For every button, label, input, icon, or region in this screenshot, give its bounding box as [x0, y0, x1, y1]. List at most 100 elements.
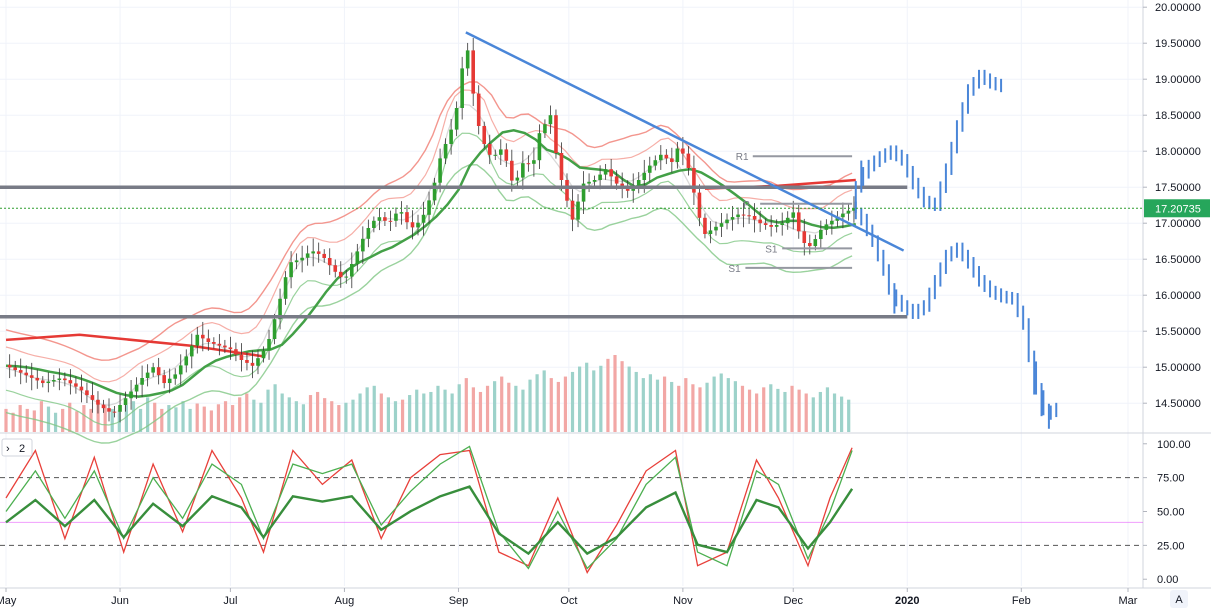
volume-bar	[733, 381, 737, 432]
volume-bar	[82, 405, 86, 432]
volume-bar	[301, 404, 306, 432]
volume-bar	[818, 391, 822, 432]
oscillator-legend-box[interactable]	[1, 438, 33, 457]
volume-bar	[315, 391, 320, 432]
candles	[7, 37, 856, 423]
candle-body	[278, 298, 282, 320]
candle-body	[35, 377, 40, 381]
volume-bar	[273, 384, 277, 432]
oscillator-tick-label: 25.00	[1157, 540, 1185, 552]
candle-body	[107, 408, 111, 412]
candle-body	[482, 126, 487, 144]
candle-body	[675, 148, 680, 162]
candle-body	[63, 378, 67, 381]
volume-bar	[705, 382, 709, 432]
candle-body	[620, 183, 624, 188]
candle-body	[145, 372, 150, 378]
volume-bar	[478, 391, 483, 432]
volume-bar	[68, 402, 72, 432]
candle-body	[344, 276, 349, 278]
candle-body	[327, 258, 332, 266]
volume-bar	[11, 412, 15, 432]
volume-bar	[847, 399, 851, 432]
candle-body	[686, 153, 691, 168]
volume-bar	[252, 399, 256, 432]
candle-body	[471, 50, 475, 94]
volume-bar	[606, 358, 610, 432]
trendline[interactable]	[465, 31, 905, 252]
chevron-right-icon[interactable]: ›	[6, 443, 10, 455]
volume-bar	[365, 387, 369, 432]
candle-body	[432, 182, 437, 201]
candle-body	[443, 144, 448, 159]
volume-bar	[563, 376, 568, 432]
candle-body	[112, 411, 117, 413]
candle-body	[664, 154, 669, 159]
candle-body	[824, 224, 829, 230]
candle-body	[846, 210, 851, 214]
candle-body	[460, 68, 464, 108]
volume-bar	[641, 378, 645, 432]
volume-bar	[337, 405, 341, 432]
volume-bar	[238, 397, 242, 432]
candle-body	[454, 108, 459, 130]
candle-body	[476, 93, 481, 126]
candle-body	[52, 380, 56, 382]
oscillator-tick-label: 75.00	[1157, 473, 1185, 485]
candle-body	[725, 219, 729, 224]
upper-band-inner	[5, 89, 853, 383]
candle-body	[769, 225, 773, 227]
volume-bar	[181, 401, 185, 432]
volume-bar	[790, 385, 794, 432]
candle-body	[272, 319, 277, 339]
candle-body	[394, 213, 398, 221]
candle-body	[752, 216, 757, 220]
oscillator-axis: 100.00 75.00 50.00 25.00 0.00	[1143, 439, 1191, 586]
candle-body	[642, 172, 647, 180]
moving-average-fast	[5, 103, 853, 406]
volume-bar	[124, 405, 128, 432]
moving-average-slow-early	[5, 333, 264, 358]
time-tick-label: Oct	[560, 595, 577, 607]
oscillator-tick-label: 50.00	[1157, 507, 1185, 519]
candle-body	[498, 149, 503, 155]
volume-bar	[4, 408, 8, 432]
auto-scale-button[interactable]	[1170, 590, 1188, 608]
candle-body	[195, 334, 200, 346]
volume-bar	[769, 384, 773, 432]
candle-body	[13, 367, 17, 371]
candle-body	[129, 391, 133, 399]
volume-bar	[266, 389, 270, 432]
candle-body	[521, 163, 525, 178]
candle-body	[719, 223, 724, 227]
volume-bar	[53, 412, 58, 432]
candle-body	[807, 243, 812, 247]
volume-bar	[514, 385, 518, 432]
candle-body	[697, 192, 702, 218]
candle-body	[785, 217, 790, 224]
volume-bar	[188, 408, 192, 432]
candle-body	[670, 158, 674, 162]
candle-body	[427, 200, 431, 215]
volume-bar	[294, 401, 298, 432]
candle-body	[703, 217, 707, 234]
candle-body	[118, 405, 122, 412]
candle-body	[300, 257, 304, 261]
volume-bar	[493, 381, 497, 432]
candle-body	[681, 148, 685, 154]
candle-body	[774, 225, 779, 227]
candle-body	[603, 169, 608, 175]
candle-body	[526, 163, 531, 165]
candle-body	[96, 399, 100, 405]
last-price-label: 17.20735	[1155, 203, 1201, 215]
candle-body	[7, 364, 12, 368]
candle-body	[134, 384, 139, 392]
indicator-bands	[5, 81, 857, 444]
candle-body	[730, 217, 735, 220]
candle-body	[438, 158, 442, 183]
volume-bar	[259, 402, 263, 432]
candle-body	[267, 339, 271, 351]
candle-body	[167, 378, 172, 384]
volume-bar	[287, 397, 291, 432]
